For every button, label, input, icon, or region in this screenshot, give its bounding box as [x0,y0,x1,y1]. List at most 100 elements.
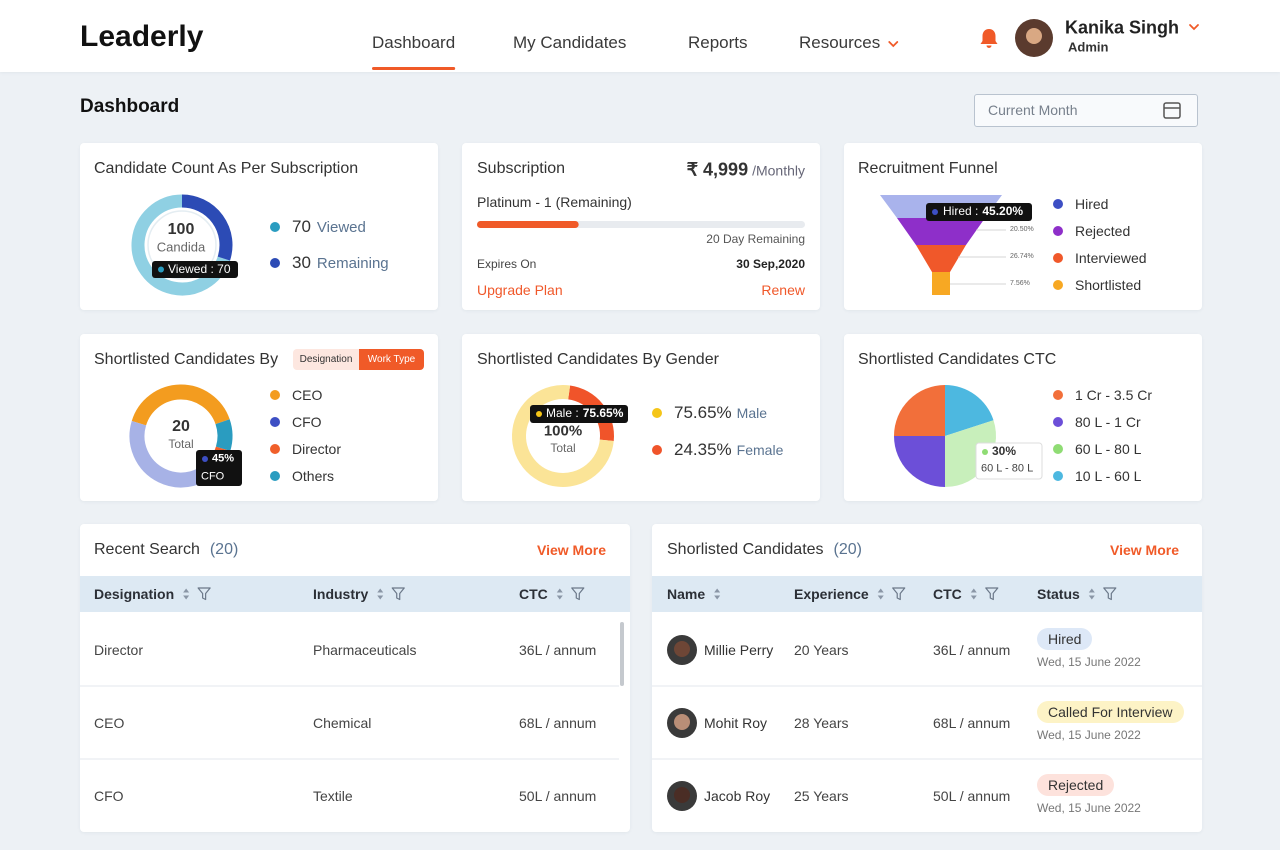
legend-label: Rejected [1075,222,1131,239]
donut-center-value: 20 [172,417,190,435]
filter-icon [892,587,906,601]
tooltip [152,261,238,278]
column-header[interactable]: Designation [94,585,175,602]
table-cell: CFO [94,787,124,804]
sort-icon [377,595,384,600]
sort-icon [556,588,563,593]
expires-date: 30 Sep,2020 [736,257,805,272]
column-header[interactable]: CTC [933,585,962,602]
table-cell: 50L / annum [933,787,1011,804]
days-remaining: 20 Day Remaining [706,232,805,247]
nav-link[interactable]: My Candidates [513,33,627,53]
legend-dot [1053,199,1063,209]
donut-center-label: Total [168,437,194,452]
legend-dot [1053,390,1063,400]
legend-dot [270,222,280,232]
funnel-value-label: 20.50% [1010,225,1034,233]
nav-link[interactable]: Dashboard [372,33,456,53]
table-cell: 68L / annum [933,714,1011,731]
view-more-link[interactable]: View More [1110,541,1179,558]
tab[interactable]: Designation [293,349,359,370]
table-header-band [652,576,1202,612]
tooltip [530,405,628,423]
column-header[interactable]: CTC [519,585,548,602]
donut-inner-ring [147,210,217,280]
scrollbar [620,622,624,686]
table-cell: Chemical [313,714,372,731]
pie-slice [894,385,945,436]
legend-label: Female [736,442,784,459]
filter-icon [985,587,999,601]
nav-link[interactable]: Reports [688,33,748,53]
legend-label: CFO [292,413,322,430]
column-header[interactable]: Experience [794,585,869,602]
donut-center-value: 100% [543,422,583,440]
plan-name: Platinum - 1 (Remaining) [477,193,632,210]
nav-active-underline [372,67,456,70]
sort-icon [970,595,977,600]
tab[interactable]: Work Type [359,349,424,370]
table-cell: 28 Years [794,714,849,731]
donut-segment [512,385,614,487]
table-cell: Director [94,641,144,658]
legend-dot [652,445,662,455]
view-more-link[interactable]: View More [537,541,606,558]
pie-slice [894,436,945,487]
candidate-name: Jacob Roy [704,787,771,804]
legend-dot [536,411,542,417]
sort-icon [877,595,884,600]
funnel-stage [897,218,985,245]
legend-item: 30 Remaining [292,253,389,273]
card-title: Recruitment Funnel [858,159,998,177]
legend-value: 30 [292,253,311,273]
tooltip-label: Male : [546,406,579,421]
legend-label: Director [292,440,342,457]
donut-segment [131,384,230,426]
column-header[interactable]: Status [1037,585,1080,602]
pie-slice [945,420,996,487]
table-cell: 20 Years [794,641,849,658]
status-pill: Hired [1037,628,1093,650]
tooltip [975,442,1043,480]
legend-label: Male [736,405,768,422]
table-cell: Pharmaceuticals [313,641,417,658]
tooltip-value: 45% [212,452,235,465]
tooltip-value: 75.65% [582,406,624,421]
legend-label: CEO [292,386,323,403]
expires-label: Expires On [477,257,537,272]
tooltip [926,203,1032,221]
period-select[interactable] [974,94,1198,127]
legend-dot [1053,444,1063,454]
chevron-icon [888,41,899,48]
legend-dot [1053,417,1063,427]
table-cell: 36L / annum [933,641,1011,658]
sort-icon [183,595,190,600]
table-header-band [80,576,630,612]
legend-label: 10 L - 60 L [1075,467,1142,484]
tooltip-text: Male :75.65% [546,406,624,421]
donut-segment [181,194,233,261]
table-count: (20) [209,540,239,558]
logo: Leaderly [80,19,204,53]
table-title: Shorlisted Candidates (20) [667,541,862,559]
table-cell: 68L / annum [519,714,597,731]
user-avatar-face [1026,28,1042,44]
sort-icon [877,588,884,593]
upgrade-link[interactable]: Upgrade Plan [477,281,563,298]
user-role: Admin [1068,39,1109,55]
legend-dot [202,456,208,462]
renew-link[interactable]: Renew [761,281,805,298]
price: ₹ 4,999/Monthly [687,160,805,181]
card-recent-search [80,524,630,832]
status-date: Wed, 15 June 2022 [1037,801,1141,816]
sort-icon [556,595,563,600]
candidate-avatar-face [674,714,690,730]
tooltip-label: 60 L - 80 L [981,462,1034,475]
nav-link[interactable]: Resources [799,33,881,53]
filter-icon [197,587,211,601]
column-header[interactable]: Industry [313,585,369,602]
legend-label: Others [292,467,335,484]
column-header[interactable]: Name [667,585,706,602]
